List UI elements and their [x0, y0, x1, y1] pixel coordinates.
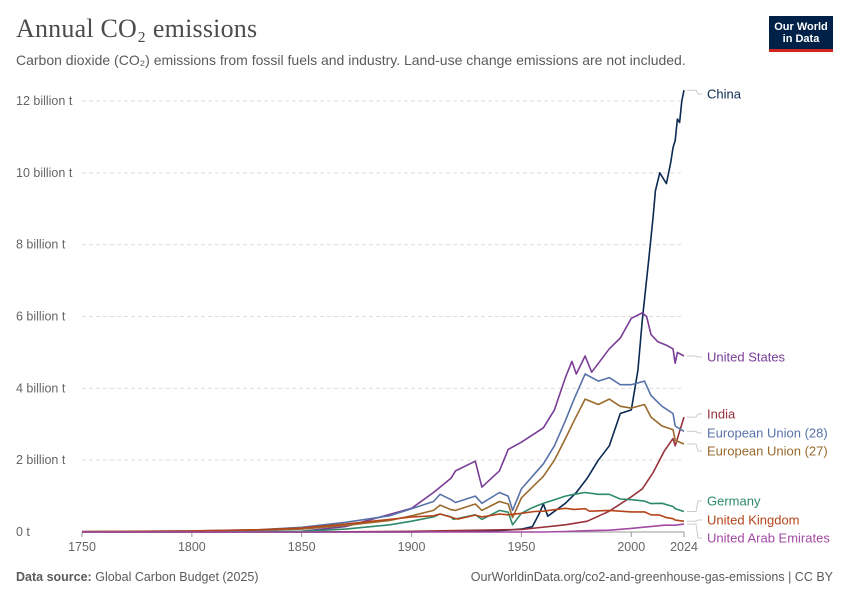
series-label-germany: Germany — [707, 494, 761, 509]
label-connector — [687, 500, 702, 513]
grid-lines — [82, 100, 684, 461]
series-label-united-arab-emirates: United Arab Emirates — [707, 531, 830, 546]
x-tick-label: 1750 — [68, 540, 96, 554]
label-connector — [687, 89, 702, 95]
label-connector — [687, 443, 702, 452]
series-labels: China United States India European Union (2… — [687, 87, 830, 546]
series-line-united-kingdom — [81, 507, 685, 533]
data-source-value[interactable]: Global Carbon Budget (2025) — [95, 570, 259, 584]
series-line-european-union-27 — [81, 398, 685, 533]
x-tick-label: 2024 — [670, 540, 698, 554]
y-tick-label: 12 billion t — [16, 94, 73, 108]
series-line-united-states — [82, 312, 685, 533]
x-tick-label: 1800 — [178, 540, 206, 554]
data-source: Data source: Global Carbon Budget (2025) — [16, 570, 259, 584]
label-connector — [687, 523, 702, 539]
line-chart: 0 t 2 billion t 4 billion t 6 billion t 8 bi… — [16, 87, 830, 555]
series-label-european-union-27: European Union (27) — [707, 444, 828, 459]
y-tick-label: 6 billion t — [16, 310, 66, 324]
series-line-european-union-28 — [81, 373, 685, 533]
label-connector — [687, 519, 702, 522]
series-label-china: China — [707, 87, 742, 102]
y-tick-label: 2 billion t — [16, 453, 66, 467]
x-tick-label: 1950 — [508, 540, 536, 554]
series-label-european-union-28: European Union (28) — [707, 426, 828, 441]
x-axis: 1750 1800 1850 1900 1950 2000 2024 — [68, 531, 698, 554]
chart-title: Annual CO₂ emissions — [16, 14, 258, 43]
y-tick-label: 4 billion t — [16, 381, 66, 395]
y-tick-label: 10 billion t — [16, 166, 73, 180]
owid-logo[interactable]: Our World in Data — [769, 16, 833, 52]
data-source-label: Data source: — [16, 570, 92, 584]
series-line-united-arab-emirates — [82, 523, 685, 533]
label-connector — [687, 413, 702, 418]
series-label-united-states: United States — [707, 350, 786, 365]
label-connector — [687, 355, 702, 358]
series-label-united-kingdom: United Kingdom — [707, 513, 800, 528]
y-tick-label: 0 t — [16, 525, 30, 539]
y-tick-label: 8 billion t — [16, 238, 66, 252]
y-axis-ticks: 0 t 2 billion t 4 billion t 6 billion t 8 bi… — [16, 94, 73, 539]
x-tick-label: 1850 — [288, 540, 316, 554]
series-lines — [81, 90, 685, 533]
x-tick-label: 1900 — [398, 540, 426, 554]
series-line-china — [82, 90, 685, 533]
series-line-india — [82, 416, 685, 533]
chart-subtitle: Carbon dioxide (CO₂) emissions from foss… — [16, 52, 686, 68]
x-tick-label: 2000 — [617, 540, 645, 554]
series-line-germany — [82, 491, 685, 533]
label-connector — [687, 430, 702, 434]
series-label-india: India — [707, 407, 736, 422]
footer-link[interactable]: OurWorldinData.org/co2-and-greenhouse-ga… — [470, 570, 833, 584]
